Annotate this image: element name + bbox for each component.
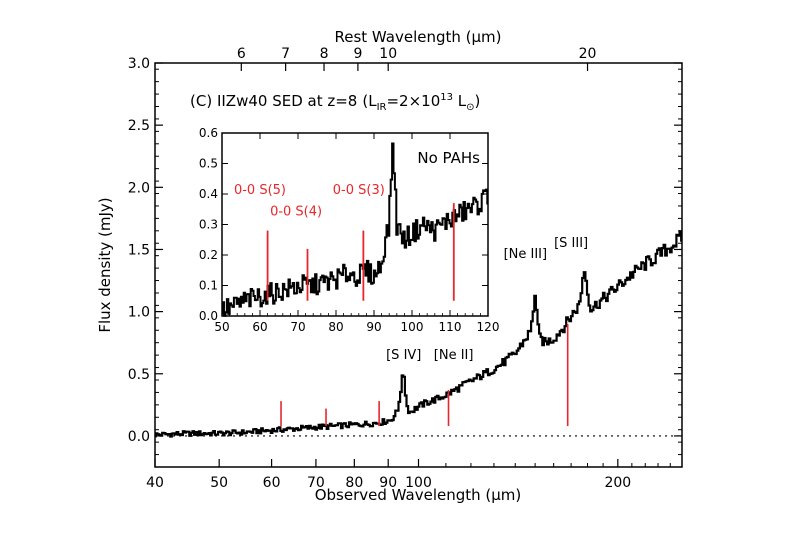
inset-x-tick-label: 70 xyxy=(290,320,305,334)
line-annotation: [Ne II] xyxy=(434,348,474,363)
h2-line-label: 0-0 S(4) xyxy=(270,204,322,219)
x-tick-label: 40 xyxy=(146,475,164,491)
y-tick-label: 3.0 xyxy=(128,56,150,72)
inset-y-tick-label: 0.6 xyxy=(199,126,218,140)
x-tick-label: 100 xyxy=(405,475,432,491)
title-lir-sub: IR xyxy=(377,102,387,113)
inset-spectrum-line xyxy=(221,142,489,317)
title-lir-exp: 13 xyxy=(440,92,453,103)
title-lir: (L xyxy=(362,92,377,110)
inset-y-tick-label: 0.1 xyxy=(199,279,218,293)
spectrum-line xyxy=(154,230,683,438)
top-tick-label: 6 xyxy=(237,46,246,62)
top-tick-label: 7 xyxy=(281,46,290,62)
inset-y-tick-label: 0.5 xyxy=(199,157,218,171)
title-lsun-sub: ⊙ xyxy=(466,102,474,113)
line-annotation: [Ne III] xyxy=(504,247,548,262)
y-tick-label: 1.0 xyxy=(128,305,150,321)
main-spectrum: [S IV] [Ne II] [Ne III] [S III] xyxy=(154,230,683,438)
y-tick-label: 1.5 xyxy=(128,242,150,258)
x-tick-label: 200 xyxy=(604,475,631,491)
x-tick-label: 60 xyxy=(263,475,281,491)
h2-line-label: 0-0 S(3) xyxy=(333,183,385,198)
x-tick-label: 80 xyxy=(345,475,363,491)
y-axis-label: Flux density (mJy) xyxy=(96,197,114,332)
inset-y-tick-label: 0.4 xyxy=(199,187,218,201)
y-tick-label: 0.0 xyxy=(128,429,150,445)
y-tick-label: 2.5 xyxy=(128,118,150,134)
main-plot: 0.0 0.5 1.0 1.5 2.0 2.5 3.0 40 50 60 70 80 90 100 200 6… xyxy=(128,46,683,491)
figure-labels: Rest Wavelength (μm) Observed Wavelength… xyxy=(96,28,521,504)
title-main: (C) IIZw40 SED at z=8 xyxy=(190,92,357,110)
top-tick-label: 10 xyxy=(379,46,397,62)
inset-y-tick-label: 0.0 xyxy=(199,309,218,323)
title-lir-val: =2×10 xyxy=(386,92,440,110)
chart-title: (C) IIZw40 SED at z=8 (LIR=2×1013 L⊙) xyxy=(190,92,480,113)
inset-y-tick-label: 0.2 xyxy=(199,248,218,262)
inset-x-tick-label: 80 xyxy=(328,320,343,334)
no-pahs-label: No PAHs xyxy=(417,149,480,167)
inset-x-tick-label: 50 xyxy=(214,320,229,334)
inset-x-tick-label: 120 xyxy=(477,320,500,334)
x-tick-label: 50 xyxy=(210,475,228,491)
inset-x-tick-label: 110 xyxy=(439,320,462,334)
inset-y-tick-label: 0.3 xyxy=(199,218,218,232)
title-lsun: L xyxy=(453,92,467,110)
inset-plot: 0.0 0.1 0.2 0.3 0.4 0.5 0.6 50 60 70 80 90 100 110 120… xyxy=(199,126,500,334)
y-tick-label: 2.0 xyxy=(128,180,150,196)
x-tick-label: 90 xyxy=(379,475,397,491)
top-tick-label: 8 xyxy=(320,46,329,62)
top-tick-label: 20 xyxy=(579,46,597,62)
title-close: ) xyxy=(475,92,481,110)
line-annotation: [S III] xyxy=(554,236,588,251)
top-tick-label: 9 xyxy=(353,46,362,62)
h2-line-label: 0-0 S(5) xyxy=(234,183,286,198)
inset-x-tick-label: 60 xyxy=(252,320,267,334)
inset-x-tick-label: 90 xyxy=(366,320,381,334)
line-annotation: [S IV] xyxy=(386,348,421,363)
inset-x-tick-label: 100 xyxy=(401,320,424,334)
x-axis-label: Observed Wavelength (μm) xyxy=(315,486,522,504)
x-tick-label: 70 xyxy=(307,475,325,491)
top-axis-label: Rest Wavelength (μm) xyxy=(334,28,501,46)
y-tick-label: 0.5 xyxy=(128,367,150,383)
